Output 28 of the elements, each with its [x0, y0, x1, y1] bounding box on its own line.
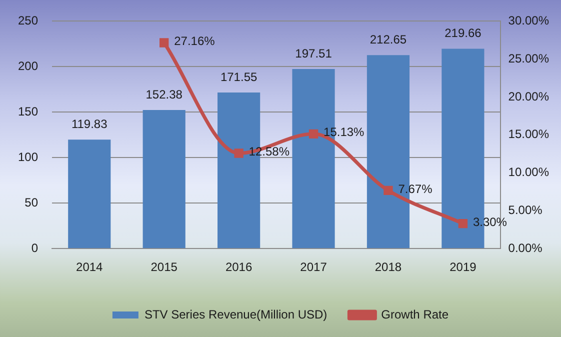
x-tick-label: 2019: [450, 260, 477, 274]
data-label: 219.66: [444, 26, 482, 40]
y-tick-label: 50: [24, 195, 38, 210]
data-label: 119.83: [71, 116, 108, 131]
data-label: 27.16%: [174, 34, 216, 48]
y-tick-label: 250: [18, 14, 38, 28]
x-tick-label: 2014: [76, 260, 104, 274]
y2-tick-label: 25.00%: [508, 51, 550, 66]
y-tick-label: 200: [18, 58, 38, 73]
data-label: 152.38: [146, 87, 183, 102]
x-tick-label: 2015: [150, 260, 178, 274]
data-label: 171.55: [220, 70, 258, 84]
y-tick-label: 150: [18, 104, 38, 118]
y2-tick-label: 20.00%: [508, 89, 550, 104]
legend-label: STV Series Revenue(Million USD): [144, 307, 328, 322]
y2-tick-label: 0.00%: [508, 240, 543, 255]
legend-label: Growth Rate: [381, 307, 449, 322]
data-label: 197.51: [295, 46, 332, 60]
y2-tick-label: 10.00%: [508, 165, 550, 180]
y2-tick-label: 30.00%: [508, 14, 550, 28]
y2-tick-label: 15.00%: [508, 127, 550, 142]
y-tick-label: 100: [18, 150, 38, 164]
x-tick-label: 2016: [225, 260, 252, 274]
y2-tick-label: 5.00%: [508, 203, 543, 218]
x-tick-label: 2018: [374, 260, 402, 274]
x-tick-label: 2017: [300, 260, 328, 274]
y-tick-label: 0: [31, 240, 38, 255]
data-label: 212.65: [370, 32, 407, 46]
